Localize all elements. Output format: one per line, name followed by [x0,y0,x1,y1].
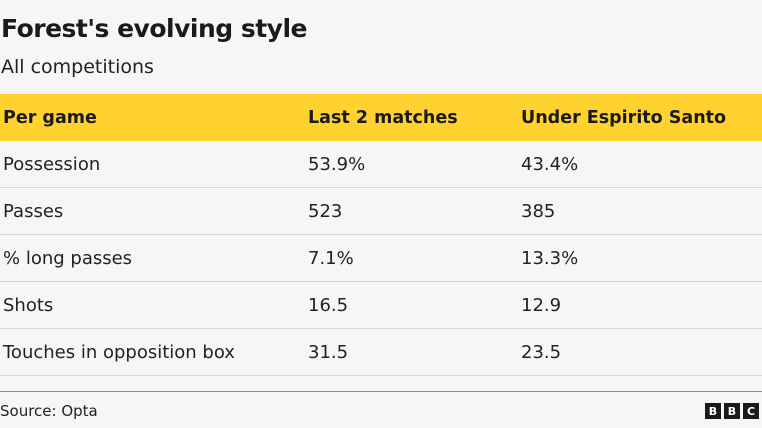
source-note: Source: Opta [0,402,98,420]
stats-table: Per game Last 2 matches Under Espirito S… [0,94,762,376]
bbc-logo: B B C [705,403,759,419]
table-row: Shots 16.5 12.9 [0,282,762,329]
row-value-espirito-santo: 385 [521,200,556,222]
row-label: Touches in opposition box [3,341,235,363]
logo-letter: B [705,403,721,419]
table-row: Touches in opposition box 31.5 23.5 [0,329,762,376]
table-header-row: Per game Last 2 matches Under Espirito S… [0,94,762,141]
row-label: Passes [3,200,64,222]
table-row: Possession 53.9% 43.4% [0,141,762,188]
chart-title: Forest's evolving style [1,14,308,43]
row-value-espirito-santo: 13.3% [521,247,579,269]
table-row: Passes 523 385 [0,188,762,235]
header-per-game: Per game [3,107,97,128]
footer-divider [0,391,762,392]
row-value-espirito-santo: 43.4% [521,153,579,175]
logo-letter: C [743,403,759,419]
row-value-last-2: 7.1% [308,247,354,269]
row-value-last-2: 523 [308,200,343,222]
row-label: Possession [3,153,101,175]
logo-letter: B [724,403,740,419]
table-row: % long passes 7.1% 13.3% [0,235,762,282]
row-value-last-2: 53.9% [308,153,366,175]
row-label: % long passes [3,247,133,269]
row-value-espirito-santo: 23.5 [521,341,562,363]
row-label: Shots [3,294,54,316]
header-last-2-matches: Last 2 matches [308,107,458,128]
header-under-espirito-santo: Under Espirito Santo [521,107,727,128]
row-value-espirito-santo: 12.9 [521,294,562,316]
row-value-last-2: 31.5 [308,341,349,363]
row-value-last-2: 16.5 [308,294,349,316]
chart-subtitle: All competitions [1,56,154,78]
